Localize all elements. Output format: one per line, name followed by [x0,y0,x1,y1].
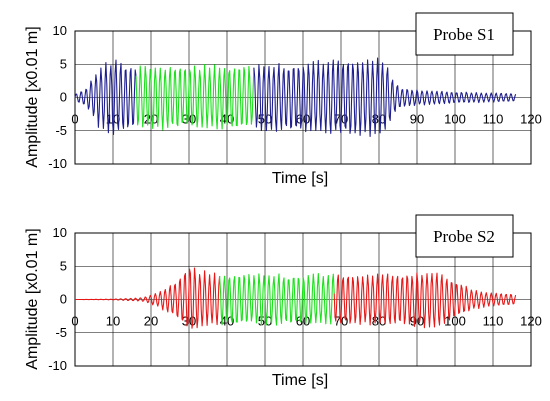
x-tick-label: 30 [182,314,196,329]
y-tick-label: -5 [55,123,67,138]
legend-label: Probe S1 [433,25,495,44]
x-tick-label: 20 [144,314,158,329]
y-tick-label: -10 [48,358,67,373]
y-tick-label: -10 [48,156,67,171]
x-tick-label: 60 [296,112,310,127]
series-line [253,57,517,138]
series-lines [74,57,517,138]
legend-box [415,214,514,258]
x-tick-label: 100 [444,314,466,329]
series-highlight-line [135,64,255,131]
series-highlight-line [219,272,335,326]
y-tick-labels: 10 5 0 -5 -10 [48,225,67,373]
x-tick-label: 0 [71,314,78,329]
y-tick-label: 10 [53,23,67,38]
y-tick-label: -5 [55,325,67,340]
legend-label: Probe S2 [433,227,495,246]
x-tick-label: 10 [106,314,120,329]
series-line [74,59,137,136]
legend: Probe S1 [415,12,514,56]
y-axis-label: Amplitude [x0.01 m] [24,26,41,167]
x-tick-label: 20 [144,112,158,127]
y-tick-label: 0 [60,292,67,307]
legend-box [415,12,514,56]
x-tick-label: 90 [410,314,424,329]
x-tick-label: 30 [182,112,196,127]
x-tick-label: 60 [296,314,310,329]
series-line [75,267,221,329]
x-tick-label: 120 [520,314,542,329]
y-tick-labels: 10 5 0 -5 -10 [48,23,67,171]
legend: Probe S2 [415,214,514,258]
x-axis-label: Time [s] [272,372,328,389]
y-tick-label: 5 [60,56,67,71]
y-tick-label: 0 [60,90,67,105]
x-tick-label: 110 [483,314,504,329]
x-tick-label: 90 [410,112,424,127]
x-axis-label: Time [s] [272,170,328,187]
series-line [333,272,517,329]
y-axis-label: Amplitude [x0.01 m] [24,228,41,369]
x-tick-label: 100 [444,112,466,127]
x-tick-label: 50 [258,314,272,329]
y-tick-label: 5 [60,258,67,273]
x-tick-label: 120 [520,112,542,127]
x-tick-label: 0 [71,112,78,127]
y-tick-label: 10 [53,225,67,240]
series-lines [75,267,517,329]
x-tick-label: 110 [483,112,504,127]
